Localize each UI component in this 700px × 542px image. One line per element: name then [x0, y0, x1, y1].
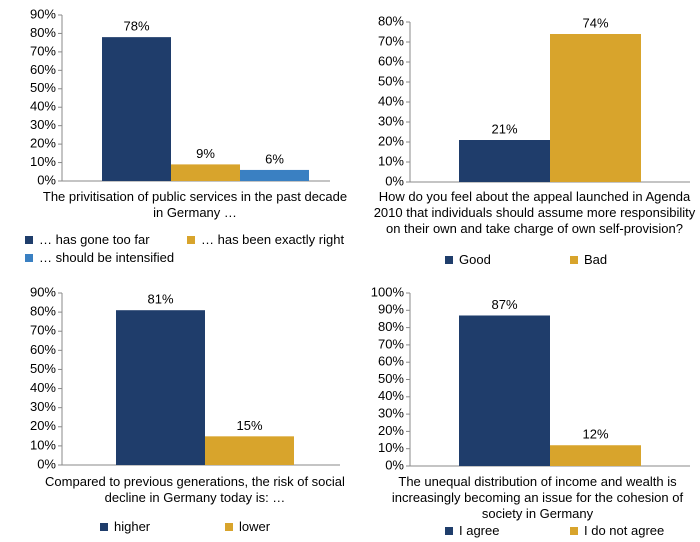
value-label: 15% [236, 418, 262, 433]
legend-item: … has gone too far [25, 231, 187, 249]
y-tick-label: 80% [378, 13, 404, 28]
bar [459, 140, 550, 182]
y-tick-label: 0% [385, 457, 404, 472]
legend-item: … has been exactly right [187, 231, 349, 249]
y-tick-label: 90% [378, 302, 404, 317]
axis-label: How do you feel about the appeal launche… [373, 189, 696, 236]
legend-item: I do not agree [570, 522, 695, 540]
legend-item: … should be intensified [25, 249, 187, 267]
y-tick-label: 10% [30, 154, 56, 169]
y-tick-label: 0% [385, 173, 404, 188]
y-tick-label: 10% [30, 437, 56, 452]
legend-label: … has been exactly right [201, 232, 345, 247]
bar [116, 310, 205, 465]
legend-label: I agree [459, 523, 500, 538]
bar [550, 445, 641, 466]
legend-swatch [225, 523, 233, 531]
legend-item: lower [225, 518, 350, 536]
y-tick-label: 80% [378, 319, 404, 334]
legend-label: … has gone too far [39, 232, 150, 247]
bar [205, 436, 294, 465]
legend: higher lower [100, 518, 350, 536]
value-label: 9% [196, 146, 215, 161]
legend-label: Good [459, 252, 491, 267]
y-tick-label: 40% [378, 93, 404, 108]
y-tick-label: 20% [30, 136, 56, 151]
y-tick-label: 50% [30, 80, 56, 95]
legend-label: … should be intensified [39, 250, 175, 265]
legend: Good Bad [445, 251, 695, 269]
y-tick-label: 30% [378, 406, 404, 421]
y-tick-label: 0% [37, 172, 56, 187]
y-tick-label: 0% [37, 456, 56, 471]
y-tick-label: 80% [30, 304, 56, 319]
y-tick-label: 10% [378, 440, 404, 455]
y-tick-label: 10% [378, 153, 404, 168]
y-tick-label: 30% [378, 113, 404, 128]
y-tick-label: 70% [378, 336, 404, 351]
y-tick-label: 70% [378, 33, 404, 48]
y-tick-label: 20% [378, 423, 404, 438]
legend-label: I do not agree [584, 523, 665, 538]
y-tick-label: 30% [30, 399, 56, 414]
value-label: 21% [491, 121, 517, 136]
legend-item: higher [100, 518, 225, 536]
legend: … has gone too far … has been exactly rig… [25, 231, 355, 267]
y-tick-label: 50% [378, 371, 404, 386]
bar [240, 169, 309, 181]
bar [171, 164, 240, 181]
bar [102, 37, 171, 182]
axis-label: The privitisation of public services in … [42, 189, 348, 220]
bar [459, 315, 550, 466]
y-tick-label: 100% [371, 284, 405, 299]
y-tick-label: 40% [30, 380, 56, 395]
value-label: 6% [265, 151, 284, 166]
axis-label: The unequal distribution of income and w… [391, 474, 684, 521]
y-tick-label: 50% [378, 73, 404, 88]
legend-swatch [570, 527, 578, 535]
y-tick-label: 20% [30, 418, 56, 433]
axis-label: Compared to previous generations, the ri… [45, 474, 345, 505]
legend-swatch [445, 527, 453, 535]
y-tick-label: 60% [378, 354, 404, 369]
legend-item: I agree [445, 522, 570, 540]
legend-item: Bad [570, 251, 695, 269]
value-label: 74% [582, 15, 608, 30]
y-tick-label: 70% [30, 323, 56, 338]
legend-swatch [570, 256, 578, 264]
y-tick-label: 40% [378, 388, 404, 403]
legend-item: Good [445, 251, 570, 269]
y-tick-label: 80% [30, 25, 56, 40]
y-tick-label: 20% [378, 133, 404, 148]
value-label: 81% [147, 292, 173, 307]
legend-swatch [25, 254, 33, 262]
y-tick-label: 90% [30, 6, 56, 21]
legend-swatch [100, 523, 108, 531]
y-tick-label: 30% [30, 117, 56, 132]
legend-swatch [445, 256, 453, 264]
bar [550, 34, 641, 182]
y-tick-label: 70% [30, 43, 56, 58]
legend: I agree I do not agree [445, 522, 695, 540]
y-tick-label: 40% [30, 99, 56, 114]
value-label: 78% [123, 19, 149, 34]
legend-label: higher [114, 519, 151, 534]
legend-swatch [25, 236, 33, 244]
y-tick-label: 60% [30, 342, 56, 357]
value-label: 87% [491, 297, 517, 312]
legend-label: lower [239, 519, 271, 534]
y-tick-label: 60% [30, 62, 56, 77]
value-label: 12% [582, 427, 608, 442]
legend-label: Bad [584, 252, 608, 267]
y-tick-label: 90% [30, 284, 56, 299]
y-tick-label: 50% [30, 361, 56, 376]
legend-swatch [187, 236, 195, 244]
y-tick-label: 60% [378, 53, 404, 68]
